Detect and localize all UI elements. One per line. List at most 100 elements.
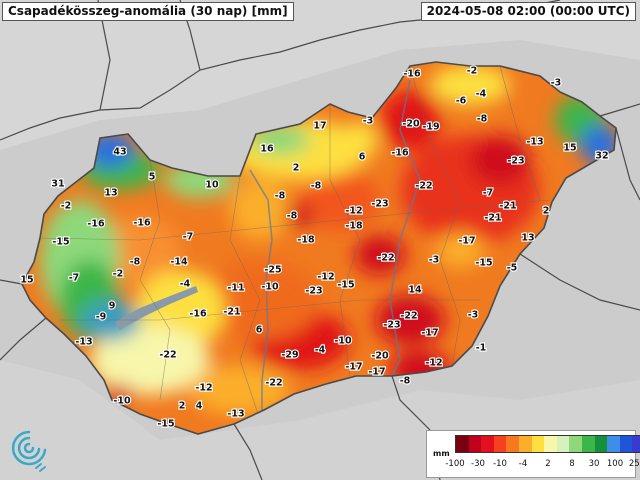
anomaly-value-label: -7: [183, 232, 194, 243]
anomaly-value-label: -4: [476, 89, 487, 100]
anomaly-value-label: -10: [261, 282, 279, 293]
anomaly-value-label: -2: [61, 201, 72, 212]
anomaly-value-label: -22: [415, 181, 432, 192]
anomaly-value-label: -7: [69, 273, 80, 284]
logo-icon: [11, 430, 47, 472]
legend-tick-label: 100: [606, 459, 624, 469]
anomaly-value-label: 2: [543, 206, 550, 217]
anomaly-value-label: -3: [468, 310, 479, 321]
timestamp: 2024-05-08 02:00 (00:00 UTC): [420, 2, 636, 21]
map-title: Csapadékösszeg-anomália (30 nap) [mm]: [2, 2, 294, 21]
anomaly-value-label: 14: [408, 285, 422, 296]
anomaly-value-label: 17: [313, 121, 326, 132]
anomaly-value-label: -23: [383, 320, 400, 331]
legend-color-swatch: [531, 436, 545, 452]
anomaly-value-label: -12: [195, 383, 212, 394]
legend-tick-label: 8: [569, 459, 575, 469]
anomaly-value-label: -23: [371, 199, 388, 210]
legend-unit: mm: [433, 449, 450, 458]
anomaly-value-label: -18: [345, 221, 363, 232]
anomaly-value-label: -11: [227, 283, 244, 294]
legend-color-swatch: [481, 436, 494, 452]
anomaly-value-label: -22: [159, 350, 176, 361]
legend-color-swatch: [607, 436, 620, 452]
anomaly-value-label: -29: [281, 350, 298, 361]
legend-tick-label: 30: [588, 459, 600, 469]
anomaly-value-label: -21: [223, 307, 240, 318]
legend-color-swatch: [456, 436, 469, 452]
anomaly-value-label: 4: [196, 401, 203, 412]
anomaly-value-label: -4: [180, 279, 191, 290]
legend-tick-label: -4: [518, 459, 528, 469]
anomaly-value-label: -7: [483, 188, 494, 199]
legend-color-swatch: [569, 436, 582, 452]
legend-color-swatch: [594, 436, 608, 452]
anomaly-value-label: 2: [179, 401, 186, 412]
anomaly-value-label: -14: [170, 257, 188, 268]
rivers: [249, 79, 421, 420]
anomaly-value-label: -5: [507, 263, 518, 274]
anomaly-value-label: -17: [345, 362, 362, 373]
anomaly-value-label: -2: [113, 269, 124, 280]
anomaly-value-label: 6: [359, 152, 366, 163]
anomaly-value-label: -10: [334, 336, 352, 347]
anomaly-value-label: 31: [51, 179, 64, 190]
anomaly-value-label: -3: [363, 116, 374, 127]
anomaly-value-label: -13: [75, 337, 92, 348]
anomaly-value-label: -22: [265, 378, 282, 389]
anomaly-value-label: -12: [425, 358, 442, 369]
county-borders: [39, 65, 551, 421]
anomaly-value-label: -16: [189, 309, 207, 320]
anomaly-value-label: 9: [109, 301, 116, 312]
anomaly-value-label: -8: [275, 191, 286, 202]
anomaly-value-label: 15: [563, 143, 576, 154]
anomaly-value-label: 32: [595, 151, 608, 162]
anomaly-value-label: -21: [499, 201, 516, 212]
legend-color-swatch: [493, 436, 507, 452]
legend-color-swatch: [581, 436, 595, 452]
anomaly-value-label: -15: [157, 419, 174, 430]
anomaly-value-label: -20: [402, 119, 420, 130]
anomaly-value-label: 16: [260, 144, 274, 155]
anomaly-value-label: -4: [315, 345, 326, 356]
anomaly-value-label: -3: [551, 78, 562, 89]
anomaly-value-label: -22: [377, 253, 394, 264]
anomaly-value-label: -10: [113, 396, 131, 407]
anomaly-value-label: -19: [422, 122, 439, 133]
legend-tick-label: -30: [471, 459, 485, 469]
anomaly-value-label: -3: [429, 255, 440, 266]
anomaly-value-label: -17: [458, 236, 475, 247]
anomaly-value-label: -8: [287, 211, 298, 222]
anomaly-value-label: -8: [477, 114, 488, 125]
anomaly-value-label: 6: [256, 325, 263, 336]
legend-color-swatch: [632, 436, 640, 452]
anomaly-value-label: 2: [293, 163, 300, 174]
legend-color-swatch: [544, 436, 557, 452]
legend-color-bar: [455, 435, 640, 453]
neighbour-shade: [0, 0, 640, 150]
anomaly-value-label: -8: [130, 257, 141, 268]
anomaly-value-label: -6: [456, 96, 467, 107]
legend-tick-label: 2: [545, 459, 551, 469]
anomaly-value-label: -12: [317, 272, 334, 283]
anomaly-value-label: -16: [391, 148, 409, 159]
anomaly-value-label: -16: [403, 69, 421, 80]
anomaly-value-label: -15: [52, 237, 69, 248]
anomaly-value-label: -16: [87, 219, 105, 230]
anomaly-value-label: 13: [104, 188, 117, 199]
anomaly-value-label: -23: [507, 156, 524, 167]
anomaly-value-label: -1: [476, 343, 487, 354]
anomaly-value-label: -23: [305, 286, 322, 297]
anomaly-value-label: 43: [113, 147, 126, 158]
anomaly-value-label: -9: [96, 312, 107, 323]
anomaly-value-label: -8: [311, 181, 322, 192]
anomaly-value-label: 15: [20, 275, 33, 286]
legend-color-swatch: [506, 436, 519, 452]
legend-tick-labels: -100 -30 -10 -4 2 8 30 100 250: [445, 459, 640, 471]
legend-color-swatch: [468, 436, 482, 452]
anomaly-value-label: -13: [227, 409, 244, 420]
legend-color-swatch: [619, 436, 633, 452]
legend-tick-label: -100: [445, 459, 465, 469]
